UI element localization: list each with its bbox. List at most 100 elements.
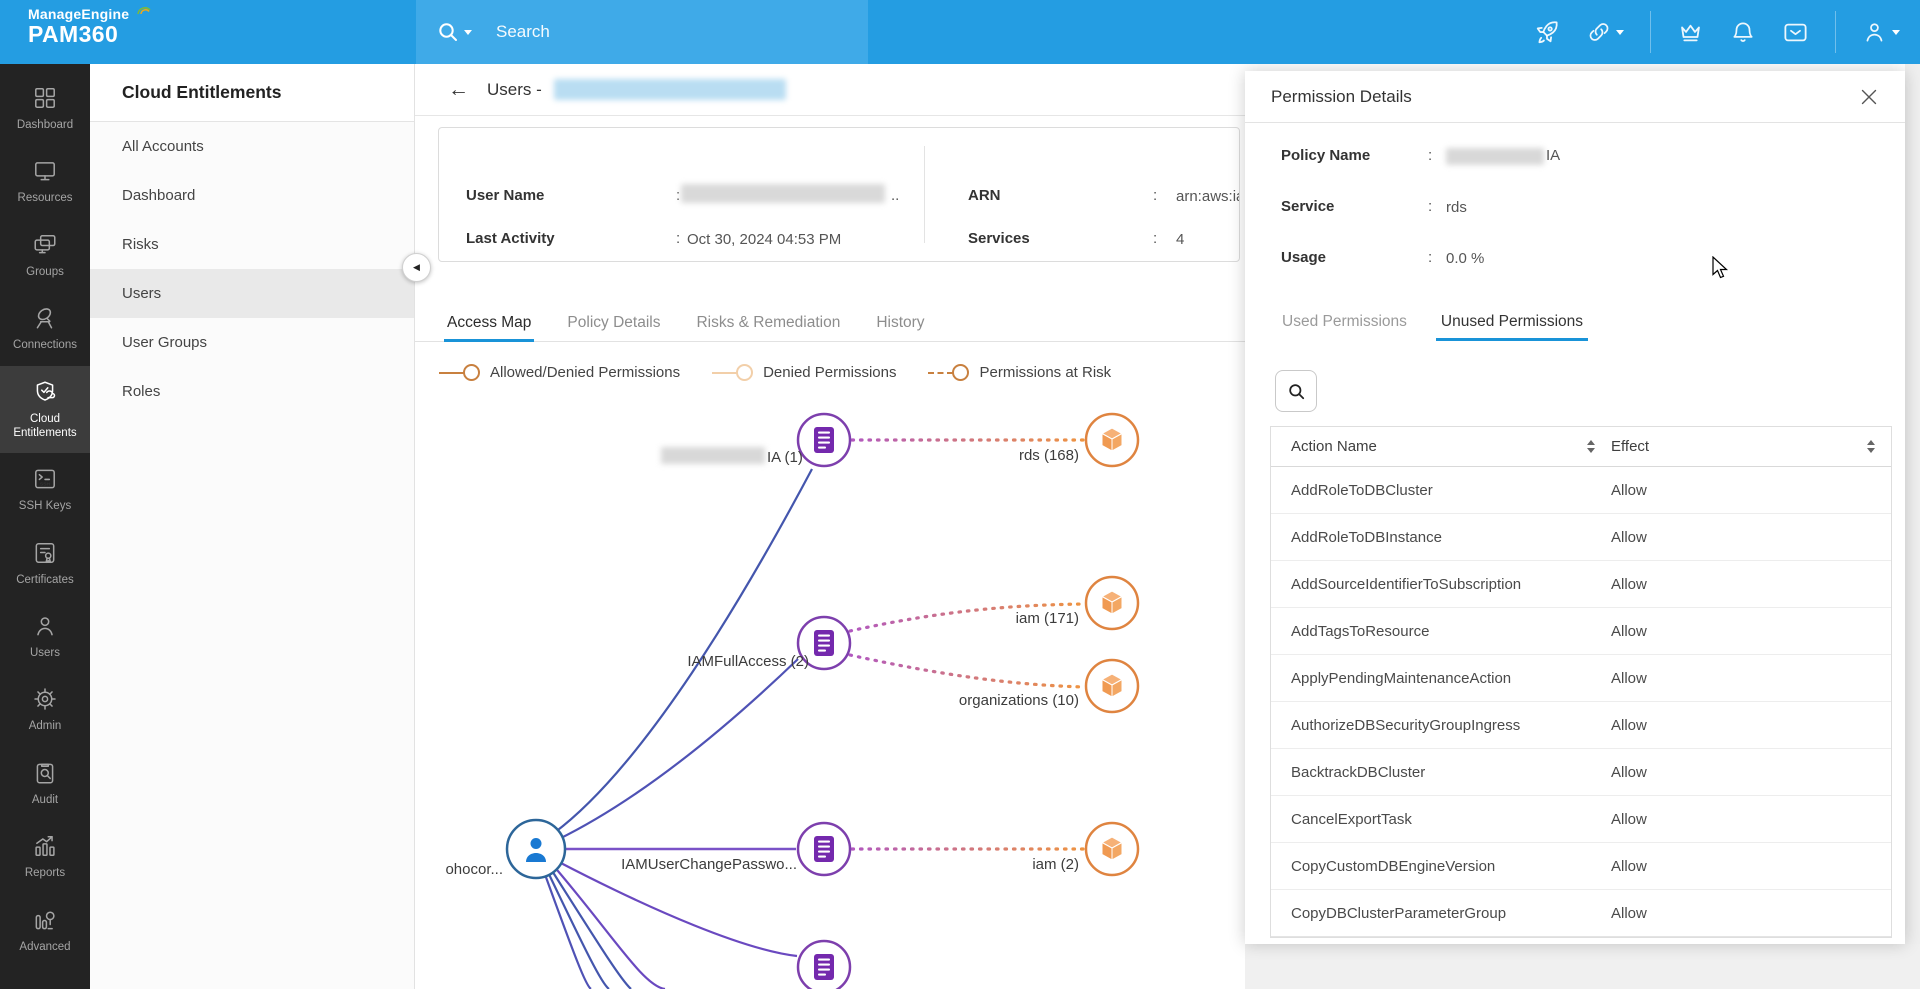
- search-icon: [439, 23, 457, 41]
- sidebar-item-all-accounts[interactable]: All Accounts: [122, 138, 204, 155]
- sidebar-item-audit[interactable]: Audit: [0, 747, 90, 820]
- table-search-button[interactable]: [1275, 370, 1317, 412]
- primary-sidebar: Dashboard Resources Groups Connections Cloud…: [0, 64, 90, 989]
- table-header-row: Action Name Effect: [1271, 427, 1891, 467]
- sidebar-item-label: SSH Keys: [18, 500, 72, 513]
- graph-node-service-iam-171[interactable]: [1084, 575, 1140, 631]
- sort-icon[interactable]: [1587, 440, 1595, 453]
- graph-node-policy-2[interactable]: [796, 615, 852, 671]
- crown-icon[interactable]: [1677, 19, 1704, 46]
- graph-node-policy-3[interactable]: [796, 821, 852, 877]
- sidebar-item-resources[interactable]: Resources: [0, 145, 90, 218]
- panel-header: Permission Details: [1245, 71, 1905, 123]
- global-search[interactable]: [416, 0, 868, 64]
- graph-node-service-rds[interactable]: [1084, 412, 1140, 468]
- sidebar-item-user-groups[interactable]: User Groups: [122, 334, 208, 351]
- graph-node-label: organizations (10): [959, 692, 1079, 709]
- top-bar-divider: [1835, 11, 1836, 53]
- graph-node-user[interactable]: [505, 818, 567, 880]
- effect-cell: Allow: [1611, 857, 1647, 875]
- mail-icon[interactable]: [1782, 19, 1809, 46]
- sidebar-item-risks[interactable]: Risks: [122, 236, 159, 253]
- permission-details-panel: Permission Details Policy Name : IA Serv…: [1245, 71, 1905, 944]
- brand-logo[interactable]: ManageEngine PAM360: [28, 6, 151, 48]
- service-value: rds: [1446, 199, 1467, 216]
- separator: :: [1428, 249, 1433, 266]
- sidebar-item-cloud-entitlements[interactable]: Cloud Entitlements: [0, 365, 90, 454]
- user-icon: [530, 838, 542, 849]
- search-scope-caret-icon[interactable]: [464, 29, 472, 35]
- back-button[interactable]: ←: [448, 77, 469, 101]
- sidebar-item-roles[interactable]: Roles: [122, 383, 161, 400]
- link-icon[interactable]: [1586, 19, 1624, 45]
- graph-node-service-organizations[interactable]: [1084, 658, 1140, 714]
- services-label: Services: [968, 230, 1030, 247]
- top-bar: ManageEngine PAM360: [0, 0, 1920, 64]
- sidebar-item-users[interactable]: Users: [0, 600, 90, 673]
- bell-icon[interactable]: [1730, 19, 1756, 45]
- effect-cell: Allow: [1611, 669, 1647, 687]
- close-icon[interactable]: [1859, 87, 1879, 107]
- sidebar-item-label: Cloud Entitlements: [13, 412, 77, 439]
- graph-edge: [548, 865, 632, 989]
- search-icon: [1288, 383, 1304, 399]
- tab-history[interactable]: History: [876, 314, 925, 331]
- person-icon: [37, 617, 53, 636]
- column-header-effect[interactable]: Effect: [1611, 438, 1891, 455]
- top-bar-divider: [1650, 11, 1651, 53]
- last-activity-value: Oct 30, 2024 04:53 PM: [687, 231, 842, 248]
- separator: :: [1428, 147, 1433, 164]
- top-bar-icons: [1533, 0, 1920, 64]
- legend-circle-icon: [952, 364, 970, 381]
- graph-node-policy-4[interactable]: [796, 939, 852, 989]
- tab-risks-remediation[interactable]: Risks & Remediation: [696, 314, 841, 331]
- separator: :: [676, 230, 681, 247]
- sidebar-item-certificates[interactable]: Certificates: [0, 527, 90, 600]
- sidebar-item-label: Users: [29, 647, 61, 659]
- legend-line-icon: [712, 371, 738, 374]
- tab-access-map[interactable]: Access Map: [443, 314, 535, 342]
- legend-circle-icon: [463, 364, 480, 381]
- sidebar-item-dashboard[interactable]: Dashboard: [122, 187, 196, 204]
- table-row: CopyCustomDBEngineVersion Allow: [1271, 843, 1891, 890]
- user-menu-icon[interactable]: [1862, 19, 1900, 45]
- tab-unused-permissions[interactable]: Unused Permissions: [1435, 313, 1589, 341]
- graph-edge: [553, 468, 813, 834]
- effect-cell: Allow: [1611, 575, 1647, 593]
- tab-used-permissions[interactable]: Used Permissions: [1282, 313, 1407, 330]
- column-label: Action Name: [1291, 438, 1377, 455]
- sidebar-item-reports[interactable]: Reports: [0, 820, 90, 893]
- sidebar-item-label: Certificates: [16, 573, 74, 586]
- brand-manageengine: ManageEngine: [28, 6, 130, 22]
- services-count: 4: [1176, 231, 1185, 248]
- policy-name-label: Policy Name: [1281, 147, 1371, 164]
- rocket-icon[interactable]: [1533, 19, 1560, 46]
- user-menu-caret-icon: [1892, 29, 1900, 35]
- graph-node-policy-1[interactable]: [796, 412, 852, 468]
- sidebar-item-ssh-keys[interactable]: SSH SSH Keys: [0, 453, 90, 526]
- graph-edge: [551, 863, 666, 989]
- sidebar-item-users[interactable]: Users: [90, 269, 414, 318]
- access-map-graph: ohocor... IA (1) IAMFullAccess (2) IAMUserC…: [445, 412, 1140, 989]
- search-input[interactable]: [494, 21, 798, 43]
- sort-icon[interactable]: [1867, 440, 1875, 453]
- sidebar-collapse-button[interactable]: ◀: [402, 253, 431, 282]
- effect-cell: Allow: [1611, 481, 1647, 499]
- sidebar-item-admin[interactable]: Admin: [0, 673, 90, 746]
- graph-edge-dotted: [848, 653, 1086, 689]
- action-name-cell: CopyDBClusterParameterGroup: [1291, 904, 1507, 922]
- legend-item: Denied Permissions: [712, 364, 896, 381]
- column-header-action-name[interactable]: Action Name: [1271, 438, 1611, 455]
- legend-label: Denied Permissions: [763, 364, 897, 381]
- tab-policy-details[interactable]: Policy Details: [567, 314, 661, 331]
- detail-tabs: Access Map Policy Details Risks & Remediat…: [415, 305, 1920, 342]
- graph-node-service-iam-2[interactable]: [1084, 821, 1140, 877]
- brand-swoosh-icon: [137, 7, 151, 15]
- sidebar-item-advanced[interactable]: Advanced: [0, 894, 90, 967]
- sidebar-item-groups[interactable]: Groups: [0, 219, 90, 292]
- redacted-user-identifier: [553, 79, 786, 100]
- graph-node-label: IAMUserChangePasswo...: [621, 856, 797, 873]
- sidebar-item-connections[interactable]: Connections: [0, 292, 90, 365]
- sidebar-item-dashboard[interactable]: Dashboard: [0, 72, 90, 145]
- clipboard-search-icon: [36, 763, 54, 784]
